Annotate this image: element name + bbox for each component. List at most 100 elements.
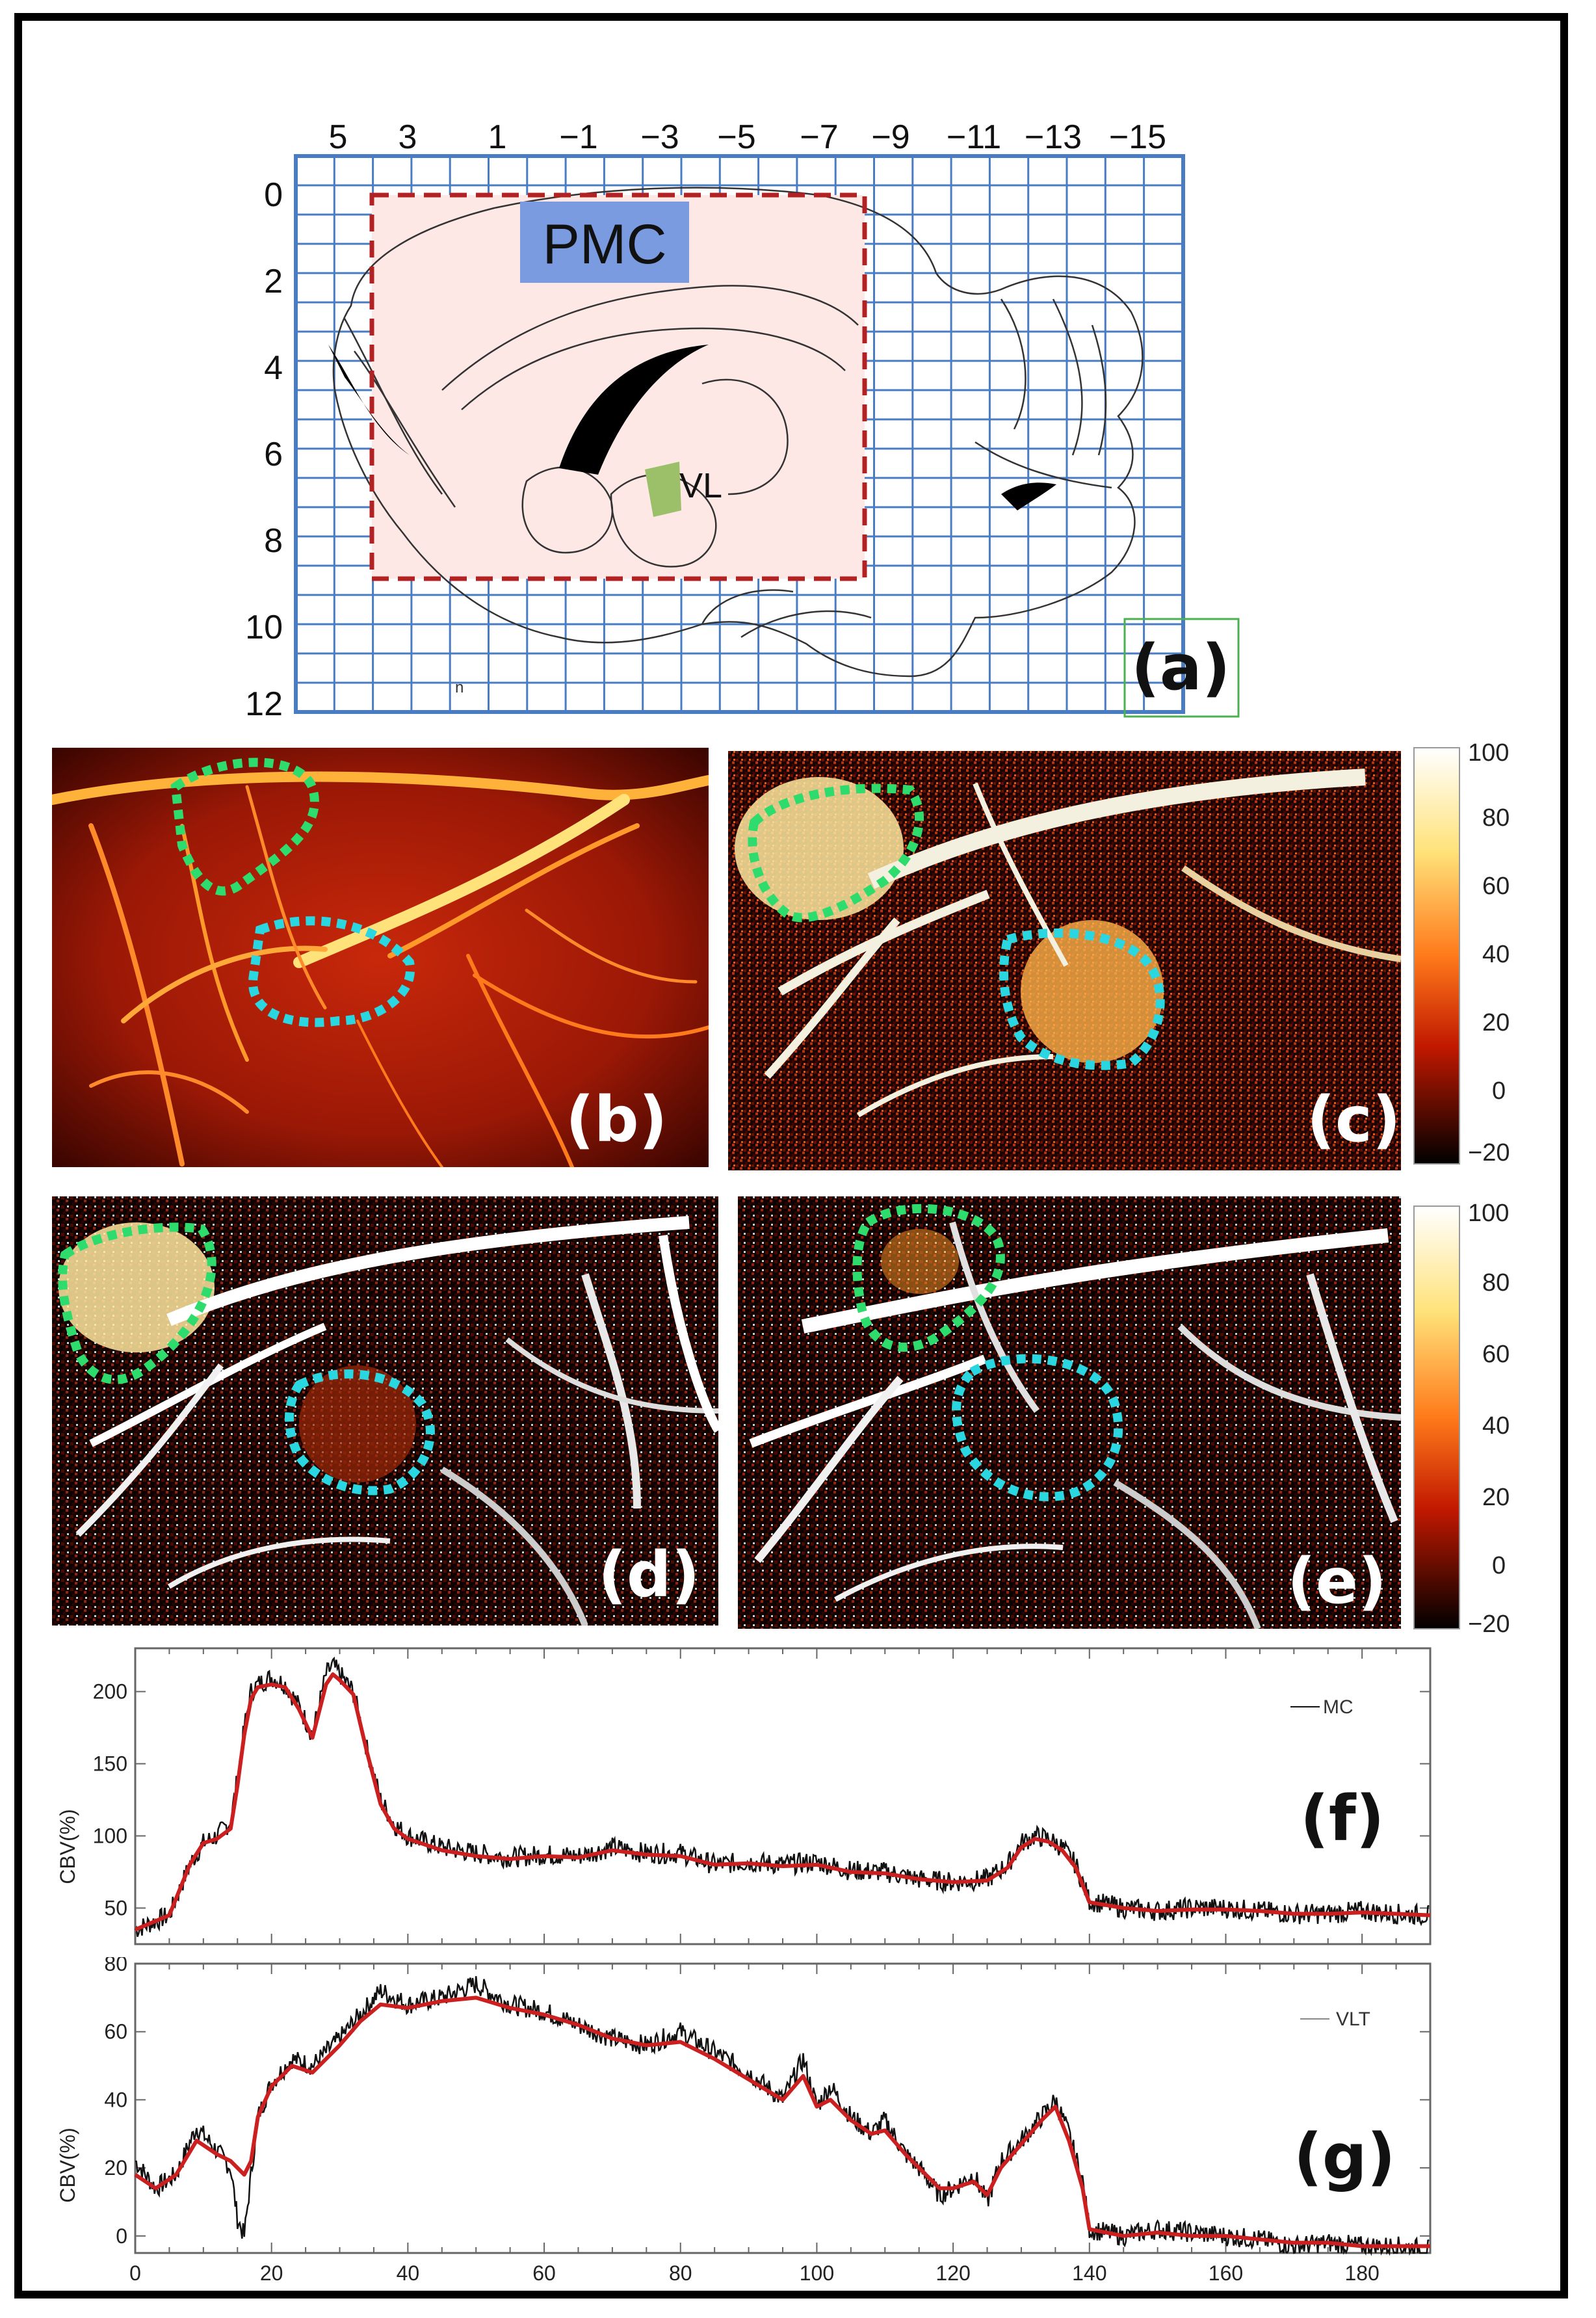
- series-smoothed-line: [134, 1672, 1431, 1932]
- roi-thalamus-c: [999, 929, 1165, 1070]
- x-tick: −5: [717, 118, 755, 156]
- chart-g-ylabel: CBV(%): [56, 2127, 79, 2203]
- x-tick: −11: [947, 118, 1001, 156]
- x-tick-label: 0: [129, 2261, 141, 2285]
- y-tick-label: 0: [116, 2224, 127, 2248]
- x-tick: 1: [488, 118, 507, 156]
- panel-a-label: (a): [1131, 631, 1231, 704]
- colorbar-top-tick: 40: [1482, 941, 1510, 968]
- colorbar-top-scale: [1413, 747, 1460, 1165]
- y-tick-label: 50: [104, 1897, 127, 1920]
- y-axis-labels: 0 2 4 6 8 10 12: [247, 176, 283, 723]
- colorbar-top: 100 80 60 40 20 0 −20: [1413, 739, 1510, 1166]
- x-tick-label: 80: [669, 2261, 692, 2285]
- roi-thalamus-b: [248, 916, 415, 1027]
- y-tick-label: 40: [104, 2088, 127, 2111]
- x-tick: −7: [800, 118, 838, 156]
- panel-a-label-box: [1123, 618, 1240, 718]
- chart-g-y-tick-labels: 0 20 40 60 80: [104, 1957, 127, 2248]
- x-tick-label: 120: [935, 2261, 970, 2285]
- x-tick: −3: [640, 118, 679, 156]
- colorbar-top-tick: 60: [1482, 873, 1510, 900]
- y-tick: 4: [264, 349, 283, 387]
- colorbar-bottom: 100 80 60 40 20 0 −20: [1413, 1200, 1510, 1638]
- x-tick: 3: [399, 118, 417, 156]
- panel-a: PMC VL 5 3 1 −1 −3 −5 −7 −9 −11 −13 −15 …: [247, 118, 1240, 723]
- series-raw-line: [135, 1976, 1430, 2256]
- series-raw-line: [134, 1656, 1430, 1938]
- chart-g-legend: VLT: [1336, 2008, 1370, 2030]
- panel-f-label: (f): [1300, 1782, 1385, 1855]
- roi-motor-b: [170, 757, 319, 896]
- x-tick: −1: [559, 118, 597, 156]
- chart-f-ylabel: CBV(%): [56, 1809, 79, 1884]
- chart-f-series: [134, 1656, 1431, 1938]
- x-tick: −9: [871, 118, 909, 156]
- vl-label: VL: [679, 466, 722, 505]
- panel-c: (c): [728, 751, 1401, 1170]
- chart-g: 0 20 40 60 80 0 20 40 60 80 100 120 140 160 180 CBV(%…: [56, 1957, 1432, 2285]
- hotspots-e: [749, 1221, 1401, 1629]
- y-tick-label: 80: [104, 1957, 127, 1975]
- colorbar-bottom-tick: −20: [1468, 1611, 1510, 1638]
- y-tick-label: 150: [93, 1752, 127, 1776]
- y-tick-label: 100: [93, 1824, 127, 1848]
- series-smoothed-line: [134, 1995, 1430, 2248]
- x-tick: 5: [329, 118, 348, 156]
- chart-f-y-tick-labels: 50 100 150 200: [93, 1680, 127, 1920]
- x-tick: −15: [1109, 118, 1166, 156]
- y-tick: 2: [264, 263, 283, 300]
- pmc-region: [520, 202, 689, 283]
- y-tick: 8: [264, 522, 283, 560]
- x-tick: −13: [1025, 118, 1082, 156]
- roi-thalamus-e: [952, 1354, 1123, 1501]
- x-tick-label: 180: [1344, 2261, 1379, 2285]
- panel-b: (b): [52, 748, 709, 1167]
- chart-f: 50 100 150 200 CBV(%) MC (f): [56, 1647, 1432, 1945]
- panel-c-label: (c): [1307, 1083, 1401, 1156]
- colorbar-bottom-tick: 0: [1492, 1552, 1506, 1579]
- vl-region: [645, 462, 681, 517]
- colorbar-bottom-tick: 20: [1482, 1484, 1510, 1511]
- y-tick-label: 200: [93, 1680, 127, 1704]
- colorbar-top-tick: 20: [1482, 1009, 1510, 1036]
- panel-g-label: (g): [1294, 2120, 1395, 2193]
- ventricle-shape: [559, 345, 709, 475]
- y-tick: 0: [264, 176, 283, 214]
- roi-motor-e: [852, 1204, 1005, 1352]
- colorbar-top-tick: 0: [1492, 1077, 1506, 1105]
- x-tick-label: 20: [260, 2261, 283, 2285]
- chart-f-ticks: [135, 1648, 1431, 1944]
- x-tick-label: 40: [397, 2261, 420, 2285]
- chart-g-plot-area: [134, 1962, 1432, 2254]
- vessels-b: [52, 771, 709, 1167]
- y-tick-label: 20: [104, 2156, 127, 2180]
- chart-f-plot-area: [134, 1647, 1432, 1945]
- colorbar-top-tick: 100: [1468, 739, 1509, 767]
- chart-g-series: [134, 1976, 1430, 2256]
- x-tick-label: 100: [800, 2261, 834, 2285]
- roi-motor-c: [748, 784, 924, 923]
- panel-b-label: (b): [566, 1083, 667, 1156]
- colorbar-bottom-tick: 80: [1482, 1269, 1510, 1297]
- x-axis-labels: 5 3 1 −1 −3 −5 −7 −9 −11 −13 −15: [329, 118, 1167, 156]
- stray-mark: n: [455, 679, 464, 696]
- colorbar-bottom-scale: [1413, 1205, 1460, 1629]
- chart-f-legend: MC: [1323, 1696, 1354, 1718]
- x-tick-label: 140: [1072, 2261, 1106, 2285]
- colorbar-bottom-tick: 100: [1468, 1200, 1509, 1227]
- hotspots-d: [59, 1216, 718, 1626]
- x-tick-label: 60: [532, 2261, 556, 2285]
- atlas-frame: [294, 154, 1185, 714]
- imaging-roi-border: [369, 192, 867, 581]
- x-tick-label: 160: [1209, 2261, 1243, 2285]
- pmc-label: PMC: [542, 213, 666, 276]
- chart-g-x-tick-labels: 0 20 40 60 80 100 120 140 160 180: [129, 2261, 1380, 2285]
- panel-d-label: (d): [598, 1538, 700, 1611]
- colorbar-bottom-tick: 60: [1482, 1341, 1510, 1368]
- panel-e: (e): [738, 1196, 1401, 1629]
- hotspots-c: [735, 769, 1401, 1118]
- panel-d: (d): [52, 1196, 718, 1626]
- roi-thalamus-d: [285, 1369, 435, 1495]
- posterior-dark-shape: [1001, 482, 1056, 510]
